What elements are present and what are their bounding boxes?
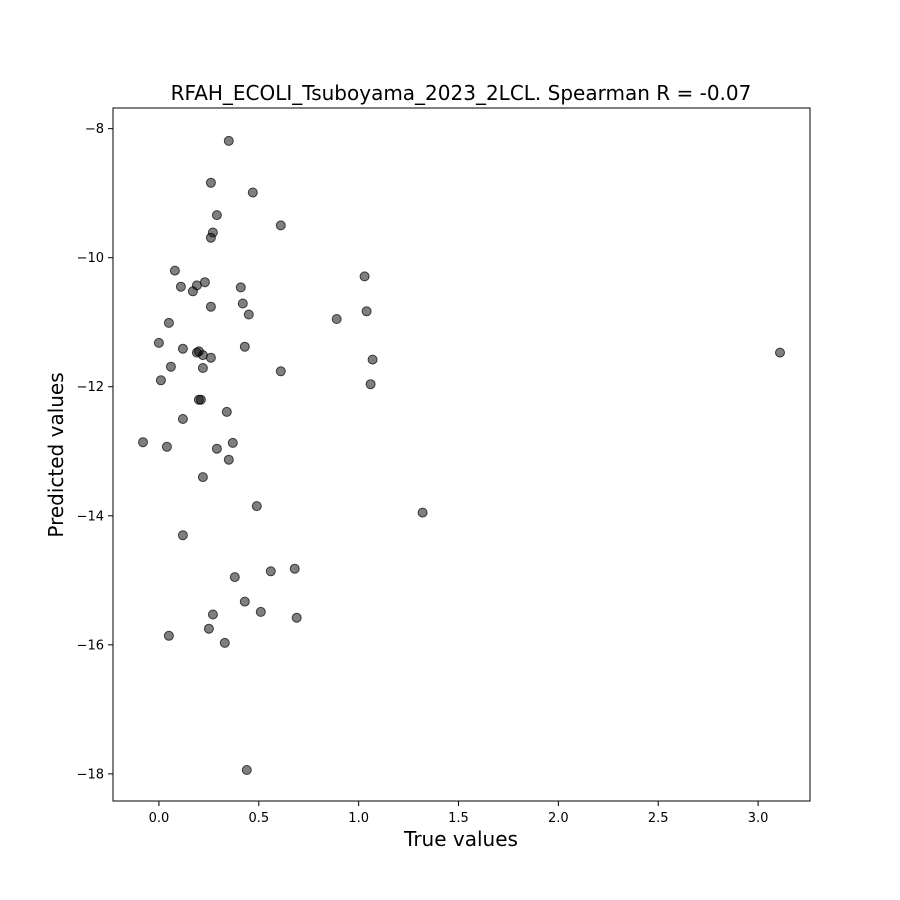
- data-point-8: [169, 265, 180, 276]
- data-point-40: [227, 437, 238, 448]
- data-point-32: [275, 366, 286, 377]
- data-point-56: [163, 630, 174, 641]
- data-point-41: [161, 441, 172, 452]
- data-point-51: [239, 596, 250, 607]
- data-point-28: [205, 352, 216, 363]
- data-point-46: [417, 507, 428, 518]
- data-point-7: [205, 232, 216, 243]
- data-point-1: [223, 135, 234, 146]
- y-tick-label: −10: [77, 251, 104, 266]
- data-point-31: [197, 363, 208, 373]
- x-tick-label: 3.0: [748, 811, 769, 826]
- y-tick-label: −18: [77, 767, 104, 782]
- x-tick-label: 1.0: [348, 811, 369, 826]
- data-point-52: [255, 606, 266, 617]
- x-axis-label: True values: [403, 827, 518, 851]
- x-tick-label: 1.5: [448, 811, 469, 826]
- y-axis-label: Predicted values: [44, 372, 68, 537]
- data-point-13: [235, 282, 246, 293]
- data-point-53: [207, 609, 218, 620]
- data-point-20: [163, 317, 174, 328]
- data-point-48: [289, 563, 300, 574]
- chart-title: RFAH_ECOLI_Tsuboyama_2023_2LCL. Spearman…: [171, 81, 752, 105]
- data-point-45: [251, 501, 262, 512]
- data-point-2: [205, 177, 216, 188]
- data-point-54: [291, 612, 302, 623]
- data-point-30: [165, 361, 176, 372]
- data-point-33: [155, 375, 166, 386]
- data-point-38: [177, 414, 188, 424]
- x-tick-label: 0.0: [149, 811, 170, 826]
- y-tick-label: −14: [77, 509, 104, 524]
- data-point-14: [187, 286, 198, 297]
- data-point-47: [177, 530, 188, 541]
- data-point-21: [153, 337, 164, 348]
- data-point-58: [241, 765, 252, 775]
- data-point-43: [223, 454, 234, 465]
- data-point-19: [331, 314, 342, 324]
- data-point-22: [239, 341, 250, 352]
- points-layer: [138, 135, 785, 775]
- data-point-42: [211, 443, 222, 454]
- data-point-39: [138, 437, 148, 448]
- data-point-44: [197, 472, 208, 483]
- data-point-37: [221, 406, 232, 417]
- data-point-34: [365, 379, 376, 390]
- data-point-4: [211, 210, 222, 221]
- data-point-16: [205, 301, 216, 312]
- data-point-23: [177, 343, 188, 354]
- data-point-18: [243, 309, 254, 320]
- plot-frame: [112, 107, 811, 802]
- y-axis-ticks: −8 −10 −12 −14 −16 −18: [77, 122, 113, 782]
- y-tick-label: −8: [85, 122, 104, 137]
- data-point-49: [265, 566, 276, 577]
- data-point-15: [237, 298, 248, 309]
- data-point-50: [229, 572, 240, 583]
- data-point-26: [775, 347, 785, 358]
- data-point-55: [203, 623, 214, 634]
- data-point-12: [175, 281, 186, 292]
- y-tick-label: −16: [77, 638, 104, 653]
- y-tick-label: −12: [77, 380, 104, 395]
- data-point-3: [247, 187, 258, 198]
- data-point-5: [275, 220, 286, 231]
- x-tick-label: 0.5: [248, 811, 269, 826]
- x-axis-ticks: 0.0 0.5 1.0 1.5 2.0 2.5 3.0: [149, 801, 769, 826]
- x-tick-label: 2.5: [648, 811, 669, 826]
- data-point-36: [193, 394, 204, 405]
- x-tick-label: 2.0: [548, 811, 569, 826]
- data-point-17: [361, 306, 372, 317]
- data-point-57: [219, 637, 230, 648]
- data-point-29: [367, 354, 378, 365]
- data-point-9: [359, 271, 370, 282]
